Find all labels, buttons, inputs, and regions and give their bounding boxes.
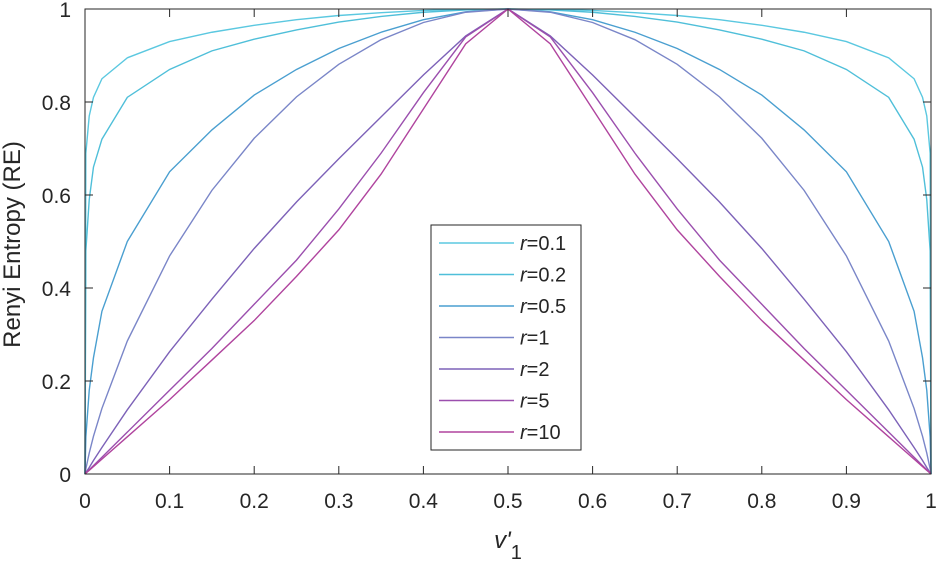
x-tick-label: 0.8: [747, 490, 776, 513]
legend-entry-value: =1: [527, 328, 550, 350]
legend-entry-label: r=0.5: [520, 296, 566, 318]
legend-entry-prefix: r: [520, 265, 528, 287]
legend-entry-prefix: r: [520, 233, 528, 255]
x-tick-label: 0.1: [155, 490, 184, 513]
legend-entry-label: r=0.2: [520, 265, 566, 287]
x-axis-label-subscript: 1: [511, 542, 522, 562]
x-tick-label: 0.2: [240, 490, 269, 513]
legend-entry-value: =0.2: [527, 265, 566, 287]
legend-entry-label: r=0.1: [520, 233, 566, 255]
x-tick-label: 0: [79, 490, 91, 513]
legend-entry-prefix: r: [520, 296, 528, 318]
legend-entry-label: r=5: [520, 391, 549, 413]
legend-entry-label: r=10: [520, 422, 561, 444]
legend-entry-value: =2: [527, 359, 550, 381]
legend-entry-prefix: r: [520, 328, 528, 350]
y-tick-label: 0.2: [42, 371, 71, 394]
tick-labels: 0 0.1 0.2 0.3 0.4 0.5 0.6 0.7 0.8 0.9 1 0 0.2 0.4 0.6 0…: [42, 0, 937, 513]
x-axis-label-main: v': [494, 527, 512, 554]
x-tick-label: 0.5: [493, 490, 522, 513]
x-tick-label: 0.4: [409, 490, 439, 513]
legend-entry-value: =5: [527, 391, 550, 413]
x-tick-label: 0.7: [663, 490, 692, 513]
y-tick-label: 0.6: [42, 185, 71, 208]
y-tick-label: 0.4: [42, 278, 72, 301]
axes-layer: [84, 8, 932, 475]
legend-entry-value: =0.5: [527, 296, 566, 318]
legend: r=0.1r=0.2r=0.5r=1r=2r=5r=10: [430, 224, 582, 451]
legend-entry-value: =10: [527, 422, 561, 444]
x-tick-label: 0.6: [578, 490, 607, 513]
legend-entry-prefix: r: [520, 359, 528, 381]
y-axis-label: Renyi Entropy (RE): [0, 141, 26, 348]
legend-entry-prefix: r: [520, 422, 528, 444]
legend-entry-value: =0.1: [527, 233, 566, 255]
x-tick-label: 0.9: [832, 490, 861, 513]
y-tick-label: 0: [59, 464, 71, 487]
x-tick-label: 0.3: [324, 490, 353, 513]
x-tick-label: 1: [925, 490, 937, 513]
y-tick-label: 0.8: [42, 92, 71, 115]
legend-entry-prefix: r: [520, 391, 528, 413]
legend-entry-label: r=1: [520, 328, 549, 350]
y-tick-label: 1: [59, 0, 71, 22]
legend-entry-label: r=2: [520, 359, 549, 381]
x-axis-label: v'1: [494, 527, 522, 562]
